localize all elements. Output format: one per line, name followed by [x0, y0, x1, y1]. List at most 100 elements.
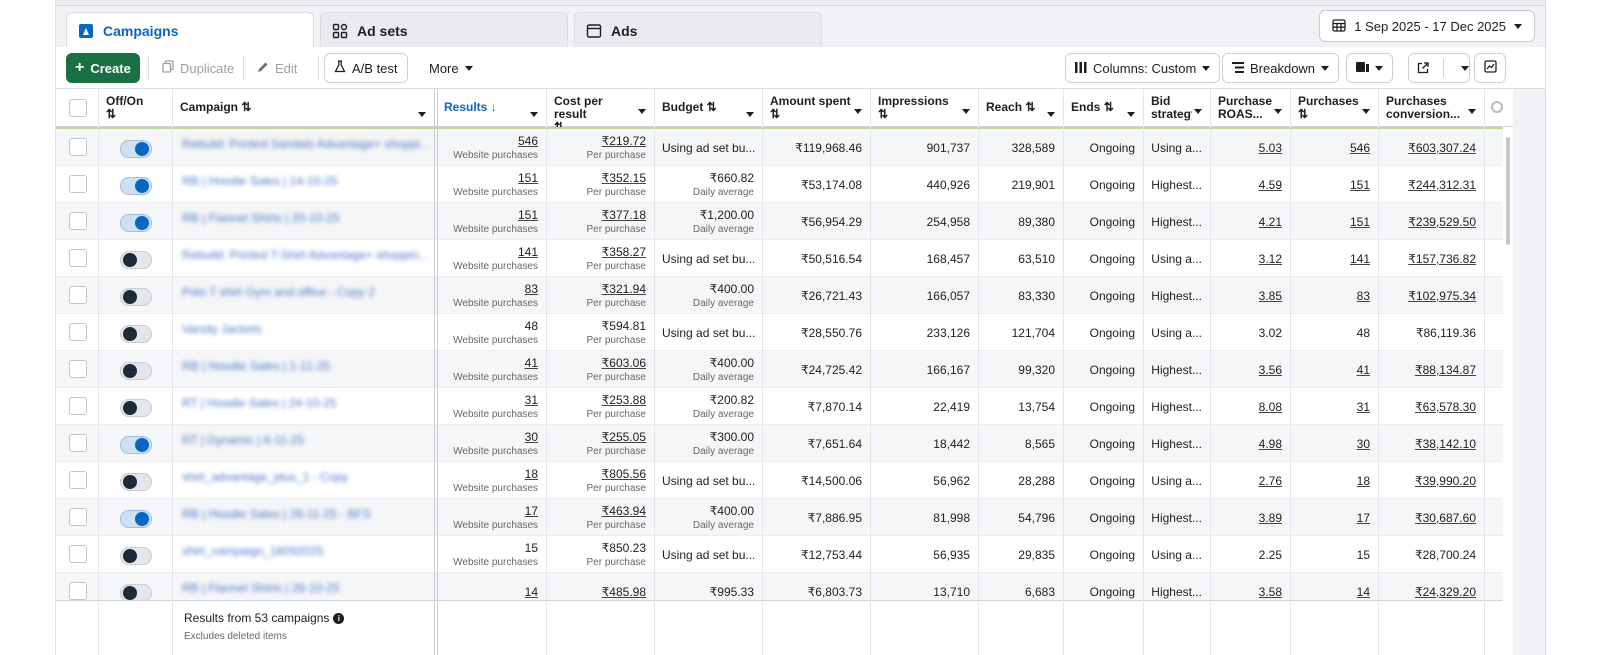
table-row[interactable]: RB | Flannel Shirts | 20-10-25 151 Website…: [56, 203, 1503, 240]
cell-roas[interactable]: 3.12: [1210, 240, 1290, 277]
header-purchases-conversion[interactable]: Purchases conversion...: [1378, 89, 1484, 127]
breakdown-button[interactable]: Breakdown: [1222, 53, 1340, 83]
table-row[interactable]: RB | Hoodie Sales | 28-11-25 - BFS 17 Webs…: [56, 499, 1503, 536]
cell-cost[interactable]: ₹352.15 Per purchase: [546, 166, 654, 203]
campaign-toggle[interactable]: [120, 288, 152, 306]
cell-conversion[interactable]: ₹157,736.82: [1378, 240, 1484, 277]
cell-purchases[interactable]: 546: [1290, 129, 1378, 166]
date-range-picker[interactable]: 1 Sep 2025 - 17 Dec 2025: [1319, 10, 1535, 42]
header-purchase-roas[interactable]: Purchase ROAS...: [1210, 89, 1290, 127]
header-purchases[interactable]: Purchases ⇅: [1290, 89, 1378, 127]
cell-purchases[interactable]: 14: [1290, 573, 1378, 600]
row-checkbox[interactable]: [69, 471, 87, 489]
cell-cost[interactable]: ₹219.72 Per purchase: [546, 129, 654, 166]
header-results[interactable]: Results ↓: [436, 89, 546, 127]
cell-results[interactable]: 17 Website purchases: [437, 499, 546, 536]
cell-conversion[interactable]: ₹102,975.34: [1378, 277, 1484, 314]
cell-roas[interactable]: 3.56: [1210, 351, 1290, 388]
chevron-down-icon[interactable]: [1461, 65, 1469, 71]
row-checkbox[interactable]: [69, 249, 87, 267]
cell-roas[interactable]: 3.85: [1210, 277, 1290, 314]
cell-results[interactable]: 14: [437, 573, 546, 600]
cell-results[interactable]: 141 Website purchases: [437, 240, 546, 277]
cell-roas[interactable]: 4.59: [1210, 166, 1290, 203]
row-checkbox[interactable]: [69, 360, 87, 378]
campaign-name-link[interactable]: RB | Hoodie Sales | 28-11-25 - BFS: [182, 507, 371, 521]
table-row[interactable]: RB | Flannel Shirts | 26-10-25 14 ₹485.98 ₹…: [56, 573, 1503, 600]
cell-cost[interactable]: ₹321.94 Per purchase: [546, 277, 654, 314]
cell-roas[interactable]: 4.21: [1210, 203, 1290, 240]
cell-results[interactable]: 31 Website purchases: [437, 388, 546, 425]
header-reach[interactable]: Reach ⇅: [978, 89, 1063, 127]
header-ends[interactable]: Ends ⇅: [1063, 89, 1143, 127]
campaign-name-link[interactable]: RB | Flannel Shirts | 26-10-25: [182, 581, 340, 595]
campaign-toggle[interactable]: [120, 473, 152, 491]
row-checkbox[interactable]: [69, 286, 87, 304]
campaign-toggle[interactable]: [120, 140, 152, 158]
table-row[interactable]: RB | Hoodie Sales | 14-10-25 151 Website p…: [56, 166, 1503, 203]
row-checkbox[interactable]: [69, 434, 87, 452]
charts-button[interactable]: [1474, 53, 1506, 83]
cell-roas[interactable]: 4.98: [1210, 425, 1290, 462]
cell-conversion[interactable]: ₹30,687.60: [1378, 499, 1484, 536]
campaign-toggle[interactable]: [120, 177, 152, 195]
header-cost-per-result[interactable]: Cost per result ⇅: [546, 89, 654, 127]
cell-conversion[interactable]: ₹39,990.20: [1378, 462, 1484, 499]
cell-cost[interactable]: ₹463.94 Per purchase: [546, 499, 654, 536]
info-icon[interactable]: i: [333, 612, 345, 624]
cell-purchases[interactable]: 18: [1290, 462, 1378, 499]
cell-cost[interactable]: ₹255.05 Per purchase: [546, 425, 654, 462]
edit-button[interactable]: Edit: [248, 53, 307, 83]
cell-purchases[interactable]: 31: [1290, 388, 1378, 425]
duplicate-button[interactable]: Duplicate: [153, 53, 244, 83]
cell-roas[interactable]: 2.76: [1210, 462, 1290, 499]
cell-results[interactable]: 41 Website purchases: [437, 351, 546, 388]
campaign-name-link[interactable]: Rebuild: Printed Sandals Advantage+ shop…: [182, 137, 430, 151]
table-row[interactable]: shirt_campaign_18092025 15 Website purchas…: [56, 536, 1503, 573]
campaign-name-link[interactable]: shirt_campaign_18092025: [182, 544, 324, 558]
campaign-name-link[interactable]: shirt_advantage_plus_1 - Copy: [182, 470, 349, 484]
table-row[interactable]: RT | Dynamic | 6-11-25 30 Website purchase…: [56, 425, 1503, 462]
campaign-name-link[interactable]: RT | Dynamic | 6-11-25: [182, 433, 305, 447]
campaign-toggle[interactable]: [120, 362, 152, 380]
campaign-name-link[interactable]: RB | Hoodie Sales | 14-10-25: [182, 174, 338, 188]
cell-conversion[interactable]: ₹24,329.20: [1378, 573, 1484, 600]
header-impressions[interactable]: Impressions ⇅: [870, 89, 978, 127]
scrollbar-thumb[interactable]: [1506, 137, 1510, 245]
table-row[interactable]: Polo T shirt Gym and office - Copy 2 83 We…: [56, 277, 1503, 314]
row-checkbox[interactable]: [69, 323, 87, 341]
cell-purchases[interactable]: 30: [1290, 425, 1378, 462]
row-checkbox[interactable]: [69, 138, 87, 156]
cell-results[interactable]: 30 Website purchases: [437, 425, 546, 462]
tab-ad-sets[interactable]: Ad sets: [320, 12, 568, 48]
cell-results[interactable]: 546 Website purchases: [437, 129, 546, 166]
cell-roas[interactable]: 8.08: [1210, 388, 1290, 425]
table-row[interactable]: Rebuild: Printed T-Shirt Advantage+ shop…: [56, 240, 1503, 277]
cell-results[interactable]: 151 Website purchases: [437, 203, 546, 240]
tab-campaigns[interactable]: Campaigns: [66, 12, 314, 48]
cell-conversion[interactable]: ₹88,134.87: [1378, 351, 1484, 388]
campaign-toggle[interactable]: [120, 510, 152, 528]
more-button[interactable]: More: [420, 53, 482, 83]
campaign-name-link[interactable]: Rebuild: Printed T-Shirt Advantage+ shop…: [182, 248, 429, 262]
cell-purchases[interactable]: 41: [1290, 351, 1378, 388]
campaign-toggle[interactable]: [120, 251, 152, 269]
ab-test-button[interactable]: A/B test: [324, 53, 408, 83]
row-checkbox[interactable]: [69, 175, 87, 193]
campaign-name-link[interactable]: RB | Flannel Shirts | 20-10-25: [182, 211, 340, 225]
cell-conversion[interactable]: ₹244,312.31: [1378, 166, 1484, 203]
table-row[interactable]: RB | Hoodie Sales | 1-11-25 41 Website pur…: [56, 351, 1503, 388]
campaign-toggle[interactable]: [120, 547, 152, 565]
cell-conversion[interactable]: ₹239,529.50: [1378, 203, 1484, 240]
export-icon[interactable]: [1409, 62, 1437, 74]
cell-cost[interactable]: ₹358.27 Per purchase: [546, 240, 654, 277]
table-row[interactable]: RT | Hoodie Sales | 24-10-25 31 Website pu…: [56, 388, 1503, 425]
cell-conversion[interactable]: ₹603,307.24: [1378, 129, 1484, 166]
cell-results[interactable]: 18 Website purchases: [437, 462, 546, 499]
cell-cost[interactable]: ₹805.56 Per purchase: [546, 462, 654, 499]
campaign-name-link[interactable]: Polo T shirt Gym and office - Copy 2: [182, 285, 375, 299]
cell-roas[interactable]: 5.03: [1210, 129, 1290, 166]
header-campaign[interactable]: Campaign ⇅: [172, 89, 434, 127]
vertical-scrollbar[interactable]: [1503, 127, 1513, 600]
cell-purchases[interactable]: 17: [1290, 499, 1378, 536]
